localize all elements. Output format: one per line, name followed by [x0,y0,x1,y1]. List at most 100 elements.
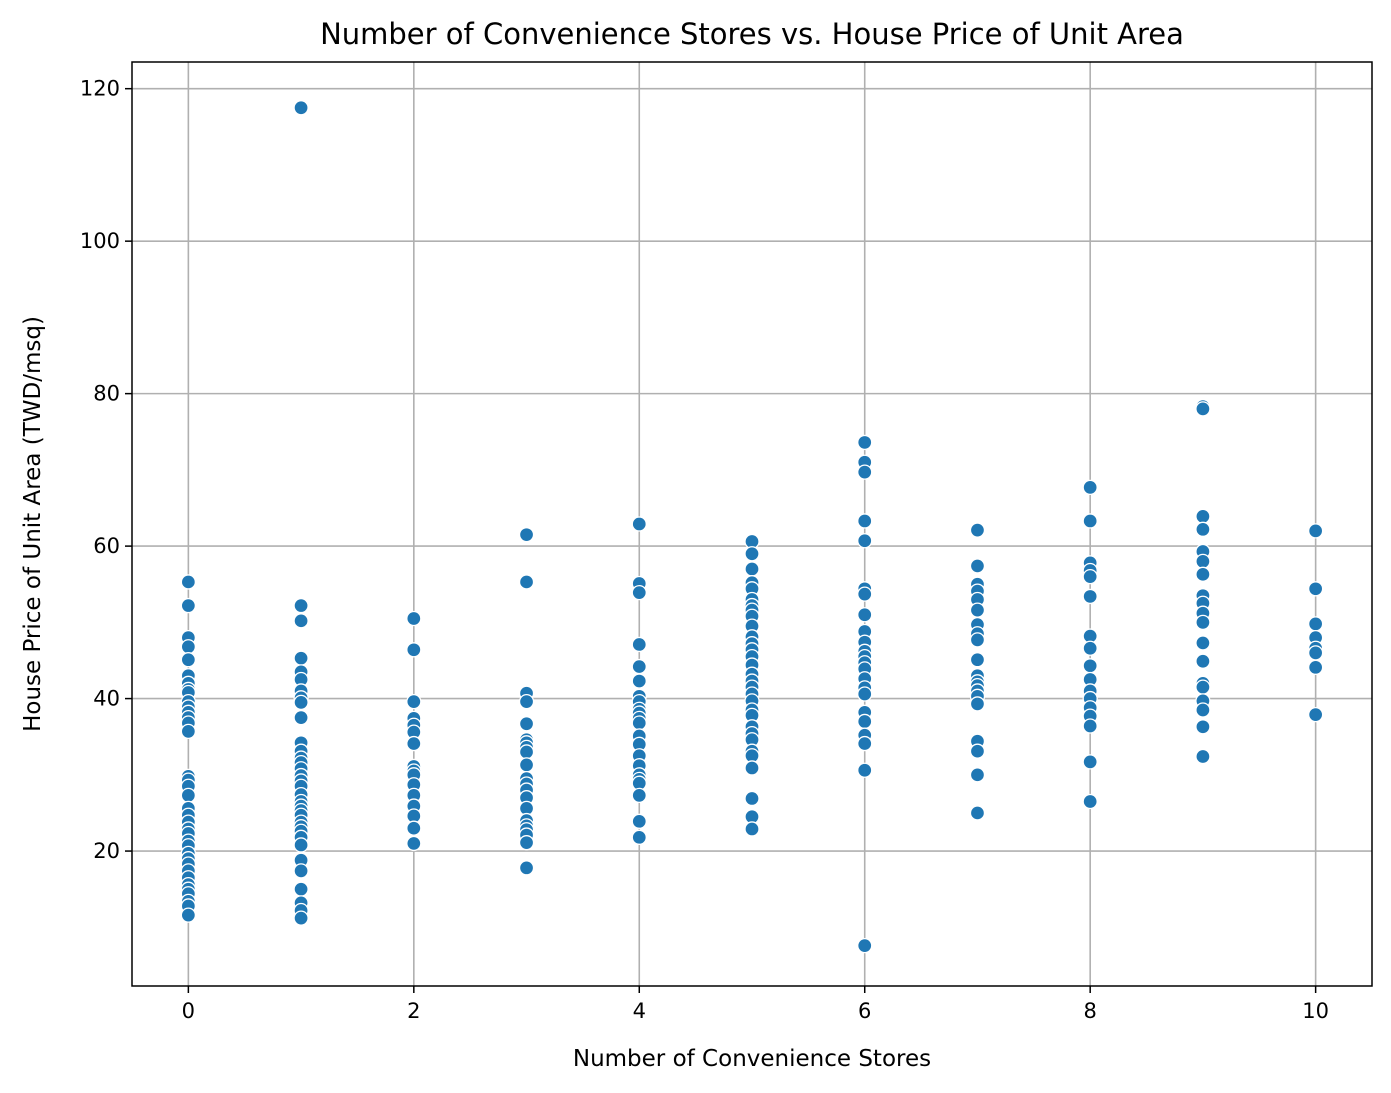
data-point [857,434,873,451]
data-point [1082,588,1098,605]
data-points [180,100,1324,954]
data-point [180,787,197,804]
data-point [293,694,309,711]
data-point [180,597,197,614]
data-point [969,767,986,783]
data-point [1082,479,1098,496]
data-point [293,597,309,614]
data-point [857,937,873,954]
data-point [631,516,647,532]
data-point [406,835,422,852]
data-point [518,574,535,590]
data-point [857,713,873,730]
data-point [1195,614,1211,630]
data-point [1082,640,1098,656]
data-point [293,613,309,629]
data-point [1307,659,1324,675]
data-point [1195,702,1211,718]
y-tick-label: 120 [80,77,120,101]
data-point [857,586,873,602]
data-point [744,821,760,837]
y-tick-label: 100 [80,229,120,253]
data-point [857,513,873,529]
data-point [631,673,647,689]
data-point [1195,653,1211,669]
x-tick-label: 0 [182,999,195,1023]
data-point [1195,635,1211,651]
data-point [518,693,535,710]
data-point [969,743,986,759]
data-point [180,723,197,740]
data-point [1195,566,1211,582]
data-point [857,464,873,480]
data-point [857,686,873,702]
x-tick-label: 8 [1083,999,1096,1023]
data-point [744,546,760,562]
data-point [631,715,647,731]
x-axis-label: Number of Convenience Stores [573,1046,931,1072]
chart-title: Number of Convenience Stores vs. House P… [320,17,1184,51]
data-point [406,693,422,710]
data-point [969,602,986,618]
data-point [518,835,535,851]
data-point [631,658,647,675]
data-point [1307,616,1324,632]
data-point [293,100,309,116]
data-point [1307,523,1324,539]
data-point [518,744,535,760]
data-point [1307,645,1324,661]
data-point [518,860,535,876]
data-point [969,558,986,574]
data-point [180,652,197,668]
data-point [293,650,309,666]
y-tick-label: 60 [93,534,120,558]
data-point [1195,401,1211,417]
y-axis-ticks: 20 40 60 80 100 120 [80,77,132,863]
data-point [1082,793,1098,810]
data-point [293,709,309,726]
data-point [631,787,647,804]
data-point [631,813,647,829]
data-point [969,522,986,538]
data-point [969,632,986,648]
data-point [857,735,873,752]
x-tick-label: 10 [1302,999,1329,1023]
data-point [293,881,309,897]
data-point [518,757,535,773]
data-point [631,636,647,653]
data-point [1195,748,1211,765]
y-tick-label: 40 [93,687,120,711]
x-tick-label: 2 [407,999,420,1023]
data-point [293,863,309,879]
y-axis-label: House Price of Unit Area (TWD/msq) [20,316,46,732]
data-point [1082,754,1098,770]
data-point [1195,553,1211,570]
data-point [293,910,309,926]
data-point [180,574,197,590]
plot-frame [131,61,1373,987]
data-point [180,639,197,655]
data-point [1195,719,1211,735]
data-point [406,820,422,836]
data-point [518,716,535,732]
data-point [857,607,873,623]
data-point [1307,581,1324,597]
data-point [1082,718,1098,734]
data-point [1082,568,1098,585]
data-point [744,760,760,776]
x-tick-label: 6 [858,999,871,1023]
data-point [1195,508,1211,525]
data-point [1195,521,1211,537]
data-point [1082,658,1098,674]
data-point [969,805,986,821]
x-axis-ticks: 0 2 4 6 8 10 [182,986,1329,1023]
data-point [744,561,760,577]
x-tick-label: 4 [633,999,646,1023]
data-point [744,790,760,807]
data-point [293,837,309,853]
data-point [1307,706,1324,723]
data-point [518,527,535,543]
data-point [1082,513,1098,529]
data-point [406,610,422,627]
